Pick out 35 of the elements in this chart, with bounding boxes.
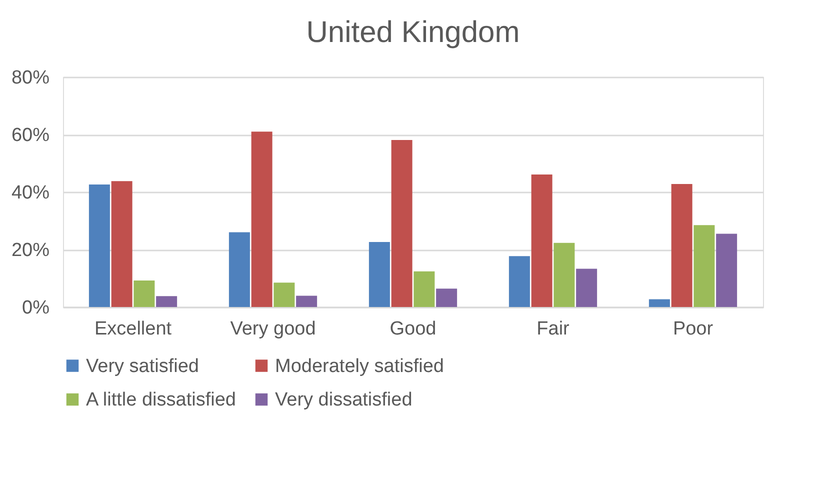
- bar: [436, 288, 458, 307]
- bar: [554, 242, 575, 307]
- bar: [156, 296, 178, 307]
- bar: [508, 256, 530, 307]
- x-tick-label: Excellent: [94, 318, 172, 340]
- x-tick-label: Poor: [672, 318, 714, 340]
- chart-title: United Kingdom: [306, 16, 520, 49]
- bar: [694, 225, 715, 307]
- bar: [274, 282, 295, 307]
- y-tick-label: 40%: [11, 182, 50, 204]
- legend-label: Moderately satisfied: [275, 356, 444, 377]
- x-tick-label: Fair: [536, 318, 570, 340]
- bar: [671, 184, 692, 307]
- y-tick-label: 80%: [11, 68, 50, 88]
- bar: [716, 234, 738, 307]
- x-tick-label: Good: [390, 318, 436, 340]
- bar: [576, 268, 598, 307]
- bar: [228, 232, 250, 307]
- bar: [296, 296, 318, 307]
- legend-label: Very satisfied: [86, 356, 199, 377]
- bar: [531, 174, 552, 307]
- bar: [88, 184, 110, 307]
- x-tick-label: Very good: [230, 318, 316, 340]
- y-tick-label: 60%: [11, 125, 50, 146]
- y-tick-label: 20%: [11, 240, 50, 261]
- bar: [134, 280, 155, 307]
- bar: [251, 132, 272, 307]
- y-tick-label: 0%: [22, 298, 50, 318]
- legend-label: A little dissatisfied: [86, 390, 236, 410]
- bar: [648, 299, 670, 307]
- bar: [414, 271, 435, 307]
- bar: [111, 181, 132, 307]
- legend-label: Very dissatisfied: [275, 390, 412, 410]
- bar: [368, 242, 390, 307]
- bar: [391, 140, 412, 307]
